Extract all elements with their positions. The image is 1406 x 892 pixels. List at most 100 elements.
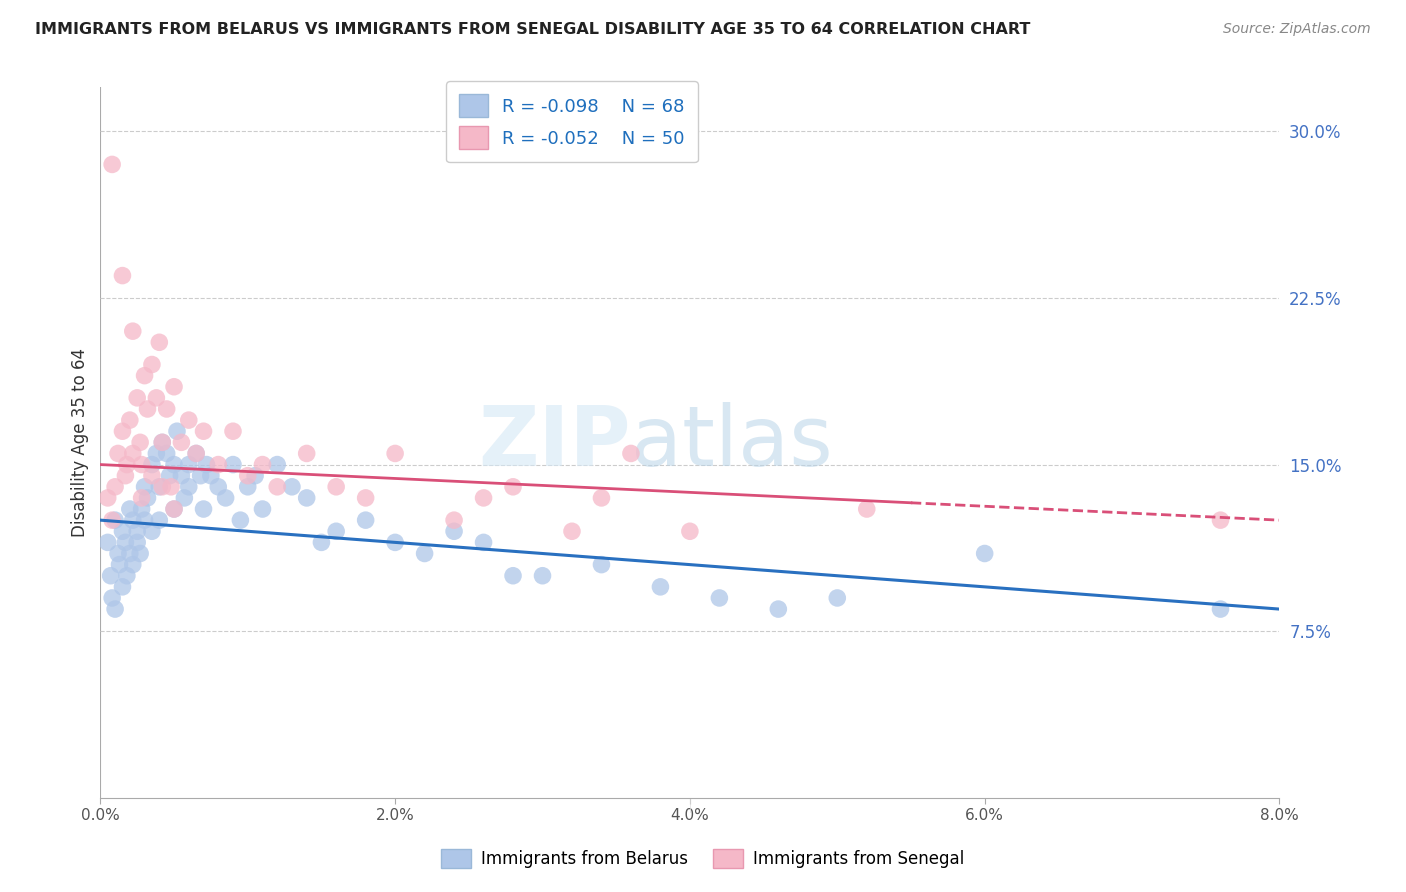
- Point: [591, 491, 613, 505]
- Point: [855, 502, 877, 516]
- Point: [121, 446, 143, 460]
- Point: [173, 491, 195, 505]
- Point: [163, 502, 186, 516]
- Point: [170, 435, 193, 450]
- Point: [620, 446, 643, 460]
- Point: [121, 324, 143, 338]
- Point: [160, 480, 183, 494]
- Point: [679, 524, 702, 539]
- Point: [709, 591, 731, 605]
- Point: [104, 513, 127, 527]
- Point: [561, 524, 583, 539]
- Point: [266, 480, 288, 494]
- Point: [156, 402, 179, 417]
- Point: [1209, 602, 1232, 616]
- Point: [384, 446, 406, 460]
- Text: Source: ZipAtlas.com: Source: ZipAtlas.com: [1223, 22, 1371, 37]
- Point: [502, 568, 524, 582]
- Point: [115, 568, 138, 582]
- Point: [472, 535, 495, 549]
- Point: [266, 458, 288, 472]
- Point: [148, 513, 170, 527]
- Point: [472, 491, 495, 505]
- Point: [127, 535, 149, 549]
- Point: [281, 480, 304, 494]
- Point: [107, 547, 129, 561]
- Point: [97, 491, 120, 505]
- Point: [115, 458, 138, 472]
- Legend: Immigrants from Belarus, Immigrants from Senegal: Immigrants from Belarus, Immigrants from…: [434, 842, 972, 875]
- Point: [127, 391, 149, 405]
- Point: [163, 458, 186, 472]
- Point: [118, 502, 141, 516]
- Point: [150, 480, 173, 494]
- Y-axis label: Disability Age 35 to 64: Disability Age 35 to 64: [72, 348, 89, 537]
- Point: [236, 480, 259, 494]
- Point: [111, 268, 134, 283]
- Point: [222, 424, 245, 438]
- Point: [108, 558, 131, 572]
- Point: [166, 424, 188, 438]
- Point: [136, 491, 159, 505]
- Point: [121, 558, 143, 572]
- Point: [104, 480, 127, 494]
- Point: [325, 480, 347, 494]
- Point: [502, 480, 524, 494]
- Point: [131, 502, 153, 516]
- Point: [141, 358, 163, 372]
- Point: [384, 535, 406, 549]
- Point: [768, 602, 790, 616]
- Point: [97, 535, 120, 549]
- Point: [111, 424, 134, 438]
- Point: [150, 435, 173, 450]
- Point: [214, 491, 236, 505]
- Point: [252, 458, 274, 472]
- Point: [148, 480, 170, 494]
- Point: [207, 458, 229, 472]
- Point: [827, 591, 849, 605]
- Point: [354, 513, 377, 527]
- Text: ZIP: ZIP: [478, 401, 631, 483]
- Point: [163, 502, 186, 516]
- Point: [150, 435, 173, 450]
- Point: [100, 568, 122, 582]
- Point: [413, 547, 436, 561]
- Point: [118, 547, 141, 561]
- Point: [170, 468, 193, 483]
- Point: [177, 480, 200, 494]
- Point: [141, 468, 163, 483]
- Point: [159, 468, 181, 483]
- Point: [193, 424, 215, 438]
- Point: [134, 368, 156, 383]
- Point: [163, 380, 186, 394]
- Point: [193, 502, 215, 516]
- Point: [141, 458, 163, 472]
- Point: [591, 558, 613, 572]
- Point: [129, 547, 152, 561]
- Point: [229, 513, 252, 527]
- Point: [311, 535, 333, 549]
- Point: [443, 513, 465, 527]
- Point: [101, 157, 124, 171]
- Point: [101, 513, 124, 527]
- Point: [111, 580, 134, 594]
- Point: [145, 391, 167, 405]
- Point: [177, 458, 200, 472]
- Point: [252, 502, 274, 516]
- Point: [207, 480, 229, 494]
- Point: [531, 568, 554, 582]
- Point: [111, 524, 134, 539]
- Point: [136, 402, 159, 417]
- Point: [141, 524, 163, 539]
- Point: [131, 491, 153, 505]
- Point: [107, 446, 129, 460]
- Legend: R = -0.098    N = 68, R = -0.052    N = 50: R = -0.098 N = 68, R = -0.052 N = 50: [447, 81, 697, 162]
- Point: [1209, 513, 1232, 527]
- Point: [200, 468, 222, 483]
- Point: [354, 491, 377, 505]
- Point: [121, 513, 143, 527]
- Point: [236, 468, 259, 483]
- Text: atlas: atlas: [631, 401, 832, 483]
- Point: [134, 513, 156, 527]
- Point: [145, 446, 167, 460]
